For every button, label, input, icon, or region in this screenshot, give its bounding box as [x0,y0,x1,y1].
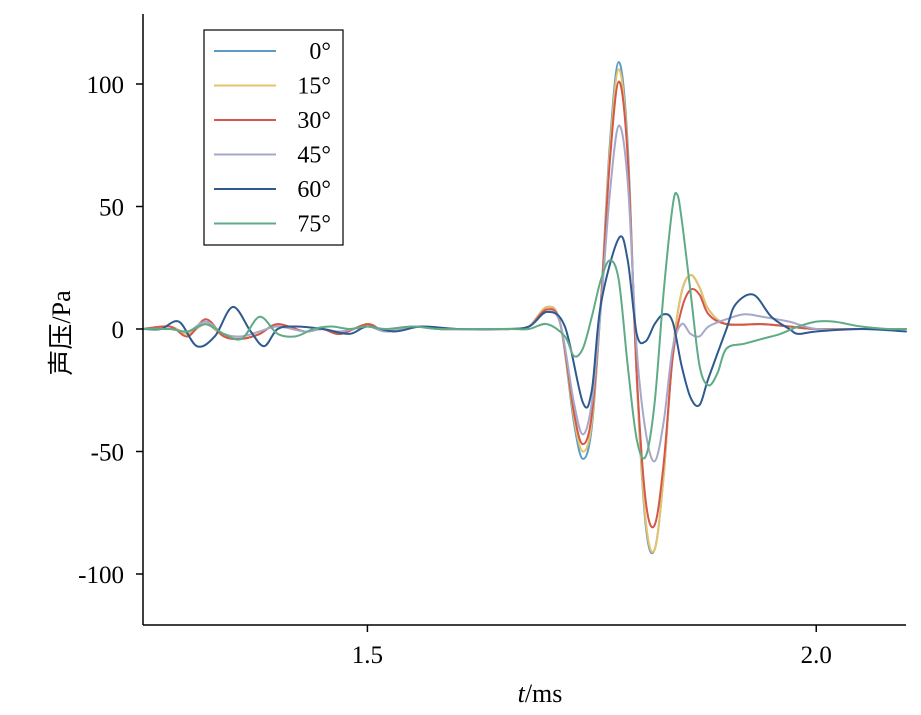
y-tick-label: -50 [91,440,124,467]
x-ticks: 1.5 2.0 [352,625,832,669]
series-line-2 [142,80,907,529]
series-line-5 [142,191,907,460]
x-axis-title: t/ms [518,679,563,708]
series-layer [142,60,907,555]
legend-box [203,29,344,246]
legend-label-0: 0° [309,39,331,65]
y-tick-label: -100 [78,562,124,589]
legend-label-1: 15° [297,74,331,100]
y-tick-label: 0 [112,317,125,344]
x-tick-label: 1.5 [352,642,383,669]
legend-label-5: 75° [297,212,331,238]
legend-label-3: 45° [297,143,331,169]
series-line-4 [142,235,907,409]
legend-label-4: 60° [297,177,331,203]
y-tick-label: 50 [99,195,124,222]
legend-label-2: 30° [297,108,331,134]
y-ticks: 100 50 0 -50 -100 [78,72,143,589]
legend: 0° 15° 30° 45° 60° 75° [203,29,344,246]
axes [142,14,906,626]
x-axis-title-unit: /ms [525,679,563,708]
x-tick-label: 2.0 [801,642,832,669]
y-tick-label: 100 [87,72,125,99]
y-axis-title: 声压/Pa [47,290,76,376]
x-axis-title-var: t [518,679,526,708]
